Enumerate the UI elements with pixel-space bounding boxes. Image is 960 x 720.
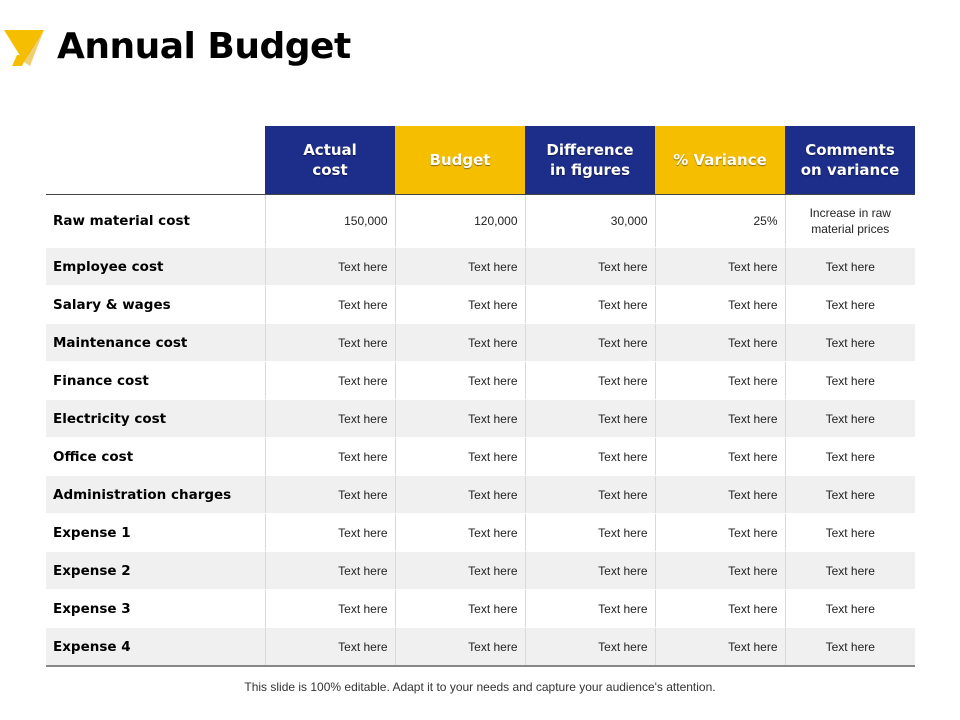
comment-cell: Text here xyxy=(784,437,915,476)
value-cell: Text here xyxy=(524,627,655,667)
value-cell: Text here xyxy=(524,475,655,514)
value-cell: Text here xyxy=(394,475,525,514)
value-cell: Text here xyxy=(524,513,655,552)
value-cell: Text here xyxy=(394,247,525,286)
value-cell: Text here xyxy=(264,247,395,286)
row-label: Expense 3 xyxy=(46,589,265,628)
comment-cell: Text here xyxy=(784,475,915,514)
table-row: Expense 4 Text here Text here Text here Text… xyxy=(46,627,915,667)
table-row: Expense 2 Text here Text here Text here Text… xyxy=(46,551,915,590)
header-blank-cell xyxy=(46,126,265,195)
value-cell: Text here xyxy=(394,361,525,400)
row-label: Office cost xyxy=(46,437,265,476)
row-label: Salary & wages xyxy=(46,285,265,324)
row-label: Raw material cost xyxy=(46,194,265,248)
value-cell: Text here xyxy=(524,589,655,628)
value-cell: Text here xyxy=(654,323,785,362)
value-cell: Text here xyxy=(654,551,785,590)
header-actual-cost: Actual cost xyxy=(265,126,395,195)
table-row: Electricity cost Text here Text here Text h… xyxy=(46,399,915,438)
table-row: Employee cost Text here Text here Text here… xyxy=(46,247,915,286)
value-cell: Text here xyxy=(264,285,395,324)
value-cell: Text here xyxy=(524,323,655,362)
value-cell: Text here xyxy=(394,323,525,362)
row-label: Expense 2 xyxy=(46,551,265,590)
value-cell: Text here xyxy=(264,589,395,628)
row-label: Maintenance cost xyxy=(46,323,265,362)
table-row: Expense 3 Text here Text here Text here Text… xyxy=(46,589,915,628)
value-cell: 120,000 xyxy=(394,194,525,248)
header-variance: % Variance xyxy=(655,126,785,195)
header-budget: Budget xyxy=(395,126,525,195)
value-cell: Text here xyxy=(654,361,785,400)
value-cell: Text here xyxy=(654,513,785,552)
comment-cell: Increase in raw material prices xyxy=(784,194,915,248)
value-cell: Text here xyxy=(394,627,525,667)
value-cell: Text here xyxy=(524,399,655,438)
comment-cell: Text here xyxy=(784,361,915,400)
value-cell: Text here xyxy=(394,437,525,476)
header-comments: Comments on variance xyxy=(785,126,915,195)
value-cell: Text here xyxy=(654,437,785,476)
value-cell: Text here xyxy=(654,285,785,324)
value-cell: Text here xyxy=(654,399,785,438)
table-row: Finance cost Text here Text here Text here T… xyxy=(46,361,915,400)
header-row: Actual cost Budget Difference in figures… xyxy=(46,126,915,195)
table-row: Raw material cost 150,000 120,000 30,000 25%… xyxy=(46,194,915,248)
comment-cell: Text here xyxy=(784,399,915,438)
value-cell: Text here xyxy=(654,475,785,514)
value-cell: Text here xyxy=(654,247,785,286)
comment-cell: Text here xyxy=(784,551,915,590)
value-cell: Text here xyxy=(394,589,525,628)
value-cell: Text here xyxy=(394,513,525,552)
comment-cell: Text here xyxy=(784,247,915,286)
value-cell: Text here xyxy=(654,627,785,667)
table-row: Administration charges Text here Text here… xyxy=(46,475,915,514)
value-cell: Text here xyxy=(264,323,395,362)
row-label: Electricity cost xyxy=(46,399,265,438)
comment-cell: Text here xyxy=(784,323,915,362)
table-row: Maintenance cost Text here Text here Text h… xyxy=(46,323,915,362)
value-cell: Text here xyxy=(524,551,655,590)
comment-cell: Text here xyxy=(784,589,915,628)
value-cell: Text here xyxy=(264,361,395,400)
value-cell: Text here xyxy=(264,551,395,590)
row-label: Administration charges xyxy=(46,475,265,514)
page-title: Annual Budget xyxy=(57,26,351,67)
table-row: Salary & wages Text here Text here Text her… xyxy=(46,285,915,324)
comment-cell: Text here xyxy=(784,627,915,667)
value-cell: Text here xyxy=(524,437,655,476)
header-difference: Difference in figures xyxy=(525,126,655,195)
footer-note: This slide is 100% editable. Adapt it to… xyxy=(244,680,716,694)
value-cell: Text here xyxy=(654,589,785,628)
row-label: Finance cost xyxy=(46,361,265,400)
value-cell: Text here xyxy=(394,551,525,590)
value-cell: Text here xyxy=(264,627,395,667)
logo-icon xyxy=(4,30,44,66)
comment-cell: Text here xyxy=(784,285,915,324)
value-cell: 150,000 xyxy=(264,194,395,248)
row-label: Expense 4 xyxy=(46,627,265,667)
value-cell: Text here xyxy=(524,247,655,286)
value-cell: 30,000 xyxy=(524,194,655,248)
budget-table: Actual cost Budget Difference in figures… xyxy=(46,126,915,667)
value-cell: Text here xyxy=(264,437,395,476)
value-cell: Text here xyxy=(394,285,525,324)
value-cell: Text here xyxy=(394,399,525,438)
table-row: Office cost Text here Text here Text here Te… xyxy=(46,437,915,476)
value-cell: 25% xyxy=(654,194,785,248)
value-cell: Text here xyxy=(524,361,655,400)
row-label: Employee cost xyxy=(46,247,265,286)
table-row: Expense 1 Text here Text here Text here Text… xyxy=(46,513,915,552)
value-cell: Text here xyxy=(524,285,655,324)
value-cell: Text here xyxy=(264,513,395,552)
value-cell: Text here xyxy=(264,399,395,438)
row-label: Expense 1 xyxy=(46,513,265,552)
value-cell: Text here xyxy=(264,475,395,514)
comment-cell: Text here xyxy=(784,513,915,552)
